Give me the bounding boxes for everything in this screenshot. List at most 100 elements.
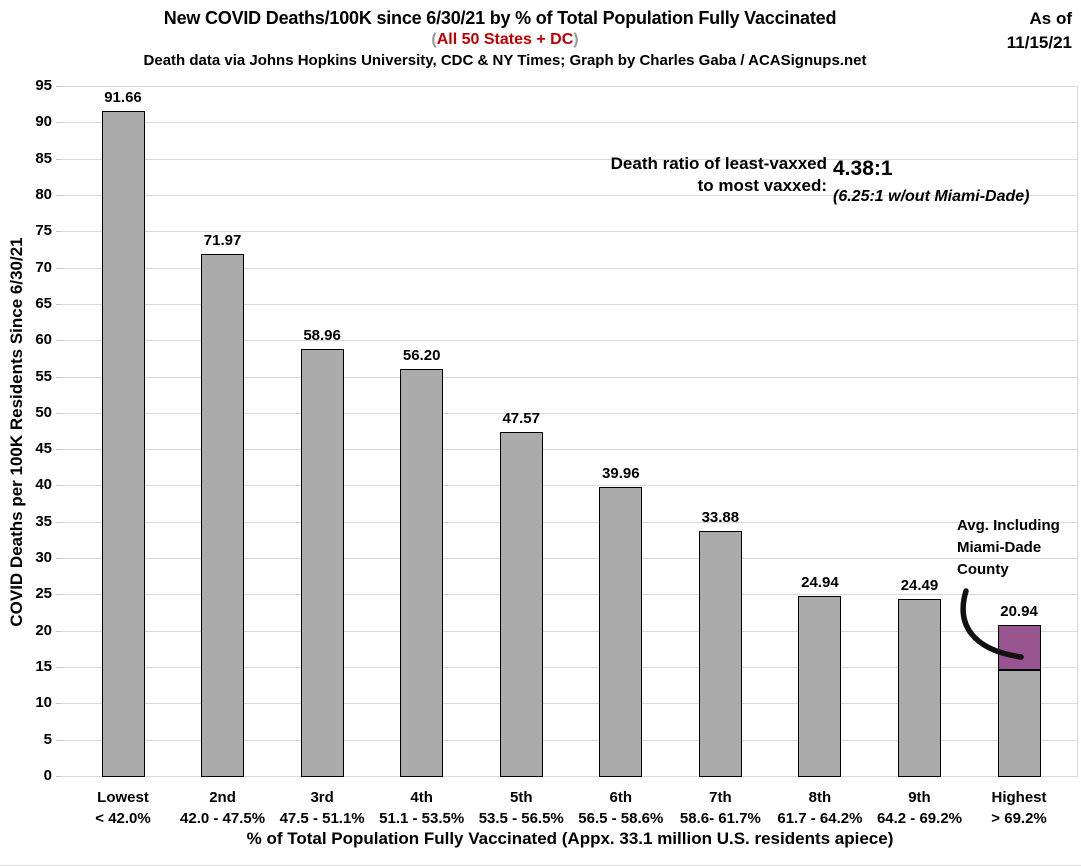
x-category-ordinal: 8th: [808, 789, 832, 806]
subtitle-paren-open: (: [431, 31, 437, 48]
bar: [798, 595, 842, 777]
y-tick-label: 15: [35, 658, 52, 676]
death-ratio-value: 4.38:1: [833, 157, 893, 180]
y-tick-label: 40: [35, 476, 52, 494]
gridline: [62, 521, 1078, 523]
y-tick-label: 45: [35, 440, 52, 458]
y-tick-label: 95: [35, 77, 52, 94]
bar-value-label: 47.57: [502, 409, 540, 427]
x-category-range: 64.2 - 69.2%: [876, 810, 962, 827]
plot-right-border: [1077, 87, 1078, 777]
bar-value-label: 71.97: [203, 232, 242, 250]
y-tick-label: 80: [35, 185, 52, 203]
x-category-ordinal: 7th: [709, 789, 732, 806]
gridline: [62, 86, 1078, 87]
bar: [300, 348, 344, 777]
y-tick-label: 65: [35, 294, 52, 312]
gridline: [62, 194, 1078, 196]
gridline: [62, 340, 1078, 342]
y-tick-label: 5: [43, 730, 52, 748]
x-category-range: 47.5 - 51.1%: [279, 810, 365, 827]
miami-dade-note-line2: Miami-Dade: [957, 539, 1042, 556]
death-ratio-note: (6.25:1 w/out Miami-Dade): [833, 188, 1030, 205]
gridline: [62, 630, 1078, 632]
y-tick-label: 60: [35, 331, 52, 349]
gridline: [62, 303, 1078, 305]
death-ratio-label-line1: Death ratio of least-vaxxed: [610, 154, 827, 173]
gridline: [62, 267, 1078, 269]
gridline: [62, 485, 1078, 487]
bar-value-label: 56.20: [402, 346, 441, 364]
gridline: [62, 122, 1078, 124]
y-tick-label: 35: [35, 512, 52, 530]
miami-dade-note: Avg. Including Miami-Dade County: [957, 515, 1060, 581]
x-category-range: < 42.0%: [95, 810, 151, 827]
x-category-ordinal: 6th: [609, 789, 633, 806]
gridline: [62, 158, 1078, 160]
chart-subtitle: (All 50 States + DC): [0, 31, 1010, 49]
death-ratio-label-line2: to most vaxxed:: [697, 176, 827, 195]
y-tick-label: 50: [35, 403, 52, 421]
x-category-label: 2nd 42.0 - 47.5%: [163, 787, 283, 829]
y-tick-label: 70: [35, 258, 52, 276]
gridline: [62, 558, 1078, 560]
bar-value-label: 20.94: [1000, 602, 1038, 620]
x-category-ordinal: 2nd: [209, 789, 236, 806]
miami-dade-note-line1: Avg. Including: [957, 517, 1060, 534]
bar: [897, 599, 941, 777]
x-category-range: 56.5 - 58.6%: [578, 810, 664, 827]
as-of-block: As of 11/15/21: [1007, 7, 1072, 55]
subtitle-highlight: All 50 States + DC: [436, 31, 574, 48]
miami-dade-note-line3: County: [957, 561, 1009, 578]
x-category-range: 58.6- 61.7%: [679, 810, 761, 827]
x-category-label: 5th 53.5 - 56.5%: [461, 787, 581, 829]
bar: [599, 486, 643, 777]
x-category-label: 6th 56.5 - 58.6%: [561, 787, 681, 829]
bar-value-label: 39.96: [602, 464, 640, 482]
plot-area: 91.66 71.97 58.96 56.20 47.57 39.96 33.88 24.94…: [62, 86, 1078, 777]
gridline: [62, 667, 1078, 669]
x-category-label: Highest > 69.2%: [959, 787, 1079, 829]
x-category-label: 4th 51.1 - 53.5%: [362, 787, 482, 829]
gridline: [62, 412, 1078, 414]
x-axis-title: % of Total Population Fully Vaccinated (…: [246, 829, 894, 848]
bar-value-label: 91.66: [104, 89, 142, 107]
x-category-ordinal: 9th: [908, 789, 931, 806]
x-category-ordinal: Highest: [991, 789, 1047, 806]
y-tick-label: 85: [35, 149, 52, 167]
x-category-label: Lowest < 42.0%: [63, 787, 183, 829]
as-of-date: 11/15/21: [1006, 33, 1072, 52]
bar: [400, 368, 444, 777]
y-tick-label: 25: [35, 585, 52, 603]
y-tick-label: 55: [35, 367, 52, 385]
subtitle-paren-close: ): [573, 31, 579, 48]
y-tick-label: 10: [35, 694, 52, 712]
gridline: [62, 449, 1078, 451]
y-tick-label: 90: [35, 113, 52, 131]
bar: [101, 111, 145, 777]
x-category-ordinal: 4th: [410, 789, 433, 806]
x-category-ordinal: 5th: [509, 789, 533, 806]
gridline: [62, 703, 1078, 705]
x-category-range: > 69.2%: [991, 810, 1047, 827]
x-category-range: 42.0 - 47.5%: [180, 810, 266, 827]
gridline: [62, 231, 1078, 233]
gridline: [62, 776, 1078, 777]
x-category-label: 7th 58.6- 61.7%: [660, 787, 780, 829]
y-tick-label: 0: [43, 767, 52, 784]
chart-title: New COVID Deaths/100K since 6/30/21 by %…: [163, 8, 837, 28]
x-category-range: 53.5 - 56.5%: [478, 810, 564, 827]
bar: [499, 431, 543, 777]
y-tick-label: 30: [35, 549, 52, 567]
bar: [698, 530, 742, 777]
x-category-ordinal: Lowest: [97, 789, 149, 806]
x-category-range: 61.7 - 64.2%: [777, 810, 863, 827]
bar-highest-miami-segment: [997, 624, 1041, 671]
bar-value-label: 24.49: [900, 577, 939, 595]
death-ratio-label: Death ratio of least-vaxxed to most vaxx…: [611, 153, 827, 197]
gridline: [62, 739, 1078, 741]
x-category-ordinal: 3rd: [310, 789, 334, 806]
x-category-label: 8th 61.7 - 64.2%: [760, 787, 880, 829]
x-category-label: 9th 64.2 - 69.2%: [859, 787, 979, 829]
y-tick-label: 75: [35, 222, 52, 240]
